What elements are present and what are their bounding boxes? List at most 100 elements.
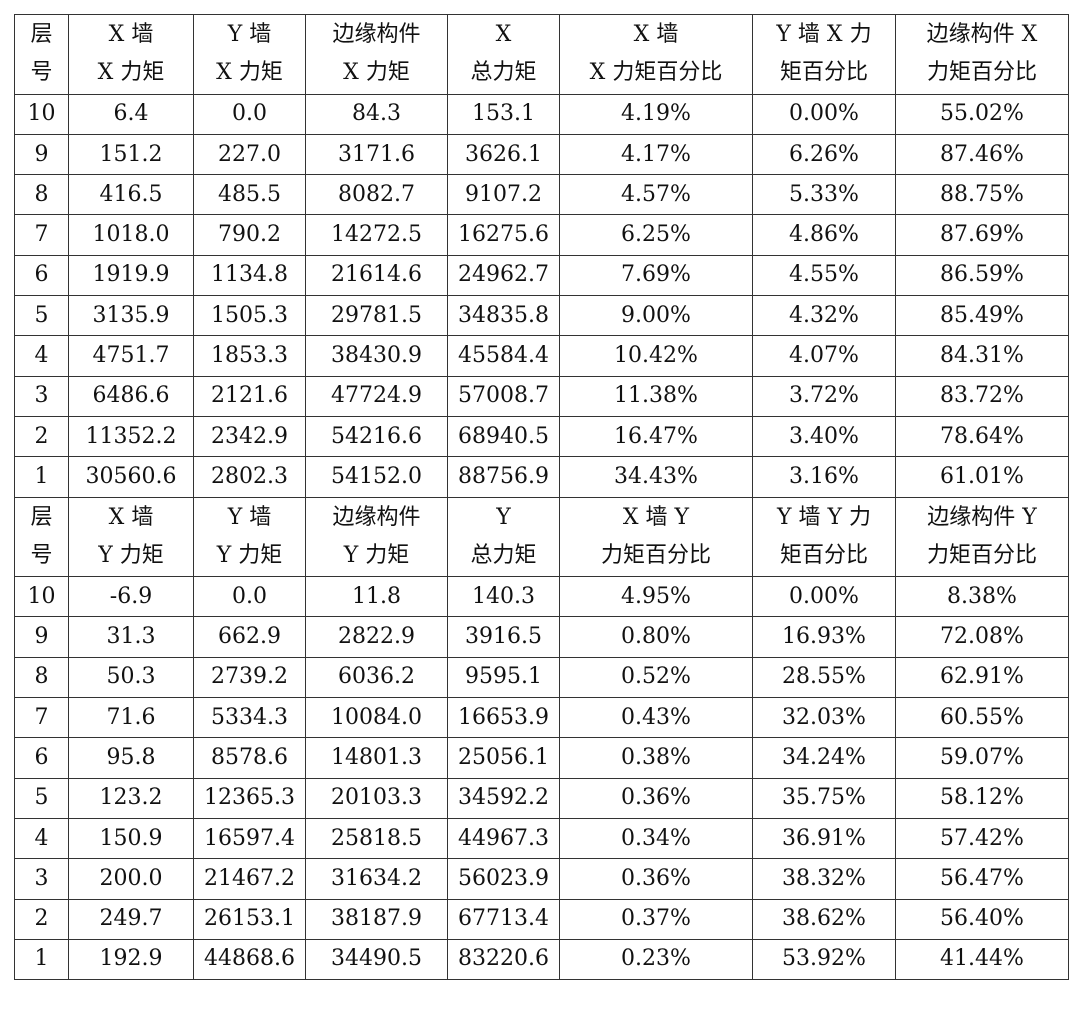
header-cell: Y 墙 X 力矩 [193, 14, 306, 95]
table-cell: 60.55% [895, 697, 1069, 739]
table-cell: 2822.9 [305, 616, 448, 658]
table-cell: 38187.9 [305, 898, 448, 940]
table-cell: 2342.9 [193, 415, 306, 458]
header-cell-line: 边缘构件 [332, 504, 421, 530]
table-row: 6 95.8 8578.6 14801.3 25056.1 0.38% 34.24% 59.0… [14, 737, 1069, 779]
table-cell: 662.9 [193, 616, 306, 658]
header-cell-line: 号 [30, 542, 53, 568]
table-cell: 57008.7 [447, 375, 560, 417]
header-row: 层号 X 墙 X 力矩 Y 墙 X 力矩 边缘构件 X 力矩 X 总力矩 X 墙 X 力矩百分比 Y … [14, 14, 1069, 95]
table-row: 10 6.4 0.0 84.3 153.1 4.19% 0.00% 55.02% [14, 93, 1069, 135]
floor-cell: 6 [14, 737, 69, 779]
floor-cell: 7 [14, 214, 69, 256]
header-cell: X 墙 Y 力矩 [68, 496, 194, 578]
table-row: 9 31.3 662.9 2822.9 3916.5 0.80% 16.93% 72.08% [14, 616, 1069, 658]
header-cell-line: 层 [30, 504, 53, 530]
table-cell: 0.38% [559, 737, 753, 779]
header-cell: Y 墙 X 力矩百分比 [752, 14, 896, 95]
table-cell: 3626.1 [447, 133, 560, 176]
floor-cell: 10 [14, 576, 69, 618]
table-cell: 8082.7 [305, 174, 448, 216]
table-cell: 8578.6 [193, 737, 306, 779]
header-cell-line: 层 [30, 22, 53, 48]
table-cell: 67713.4 [447, 898, 560, 940]
table-cell: 11352.2 [68, 415, 194, 458]
header-cell-line: Y 墙 [227, 22, 272, 48]
header-cell: X 墙 X 力矩百分比 [559, 14, 753, 95]
table-cell: 11.8 [305, 576, 448, 618]
table-cell: 4.86% [752, 214, 896, 256]
floor-cell: 6 [14, 254, 69, 297]
table-cell: 56023.9 [447, 858, 560, 900]
table-cell: 123.2 [68, 777, 194, 819]
floor-cell: 9 [14, 616, 69, 658]
header-cell-line: Y 墙 Y 力 [776, 504, 872, 530]
table-cell: 29781.5 [305, 295, 448, 337]
header-cell: 层号 [14, 14, 69, 95]
table-cell: 14801.3 [305, 737, 448, 779]
header-cell: X 墙 Y 力矩百分比 [559, 496, 753, 578]
header-cell: 边缘构件 X 力矩 [305, 14, 448, 95]
floor-cell: 2 [14, 415, 69, 458]
table-cell: 140.3 [447, 576, 560, 618]
table-cell: 83.72% [895, 375, 1069, 417]
table-cell: 9595.1 [447, 656, 560, 699]
table-cell: 0.43% [559, 697, 753, 739]
table-cell: 6486.6 [68, 375, 194, 417]
table-cell: 59.07% [895, 737, 1069, 779]
floor-cell: 4 [14, 335, 69, 377]
table-cell: 16653.9 [447, 697, 560, 739]
header-cell-line: X [495, 22, 512, 48]
header-cell: 边缘构件 Y 力矩百分比 [895, 496, 1069, 578]
table-cell: 3.16% [752, 456, 896, 498]
header-cell-line: 边缘构件 [332, 22, 421, 48]
table-row: 4 150.9 16597.4 25818.5 44967.3 0.34% 36.91% 57… [14, 817, 1069, 860]
table-cell: 790.2 [193, 214, 306, 256]
table-cell: 5.33% [752, 174, 896, 216]
table-cell: 44868.6 [193, 938, 306, 981]
table-cell: 0.23% [559, 938, 753, 981]
table-cell: 30560.6 [68, 456, 194, 498]
table-cell: 25818.5 [305, 817, 448, 860]
table-cell: 21614.6 [305, 254, 448, 297]
table-cell: 56.40% [895, 898, 1069, 940]
table-cell: 34.43% [559, 456, 753, 498]
table-cell: 10.42% [559, 335, 753, 377]
table-cell: 1853.3 [193, 335, 306, 377]
floor-cell: 10 [14, 93, 69, 135]
table-cell: 41.44% [895, 938, 1069, 981]
floor-cell: 1 [14, 456, 69, 498]
table-cell: 16275.6 [447, 214, 560, 256]
table-cell: 4.17% [559, 133, 753, 176]
header-cell-line: X 墙 [633, 22, 679, 48]
table-cell: 227.0 [193, 133, 306, 176]
table-cell: 35.75% [752, 777, 896, 819]
header-cell-line: Y [496, 504, 511, 530]
table-cell: 87.46% [895, 133, 1069, 176]
table-cell: 151.2 [68, 133, 194, 176]
table-cell: 3916.5 [447, 616, 560, 658]
table-cell: 0.36% [559, 777, 753, 819]
header-cell-line: 矩百分比 [779, 542, 868, 568]
table-cell: 16.93% [752, 616, 896, 658]
table-cell: 88756.9 [447, 456, 560, 498]
table-cell: 6.4 [68, 93, 194, 135]
table-cell: 44967.3 [447, 817, 560, 860]
table-cell: 61.01% [895, 456, 1069, 498]
floor-cell: 5 [14, 295, 69, 337]
table-row: 5 123.2 12365.3 20103.3 34592.2 0.36% 35.75% 58… [14, 777, 1069, 819]
table-cell: 38.62% [752, 898, 896, 940]
table-cell: 3.72% [752, 375, 896, 417]
table-cell: 485.5 [193, 174, 306, 216]
table-cell: 3171.6 [305, 133, 448, 176]
table-row: 2 11352.2 2342.9 54216.6 68940.5 16.47% 3.40% 7… [14, 415, 1069, 458]
table-cell: 50.3 [68, 656, 194, 699]
table-row: 7 71.6 5334.3 10084.0 16653.9 0.43% 32.03% 60.5… [14, 697, 1069, 739]
table-cell: 10084.0 [305, 697, 448, 739]
table-cell: 85.49% [895, 295, 1069, 337]
header-cell-line: Y 墙 [227, 504, 272, 530]
table-cell: 16597.4 [193, 817, 306, 860]
table-cell: 1134.8 [193, 254, 306, 297]
